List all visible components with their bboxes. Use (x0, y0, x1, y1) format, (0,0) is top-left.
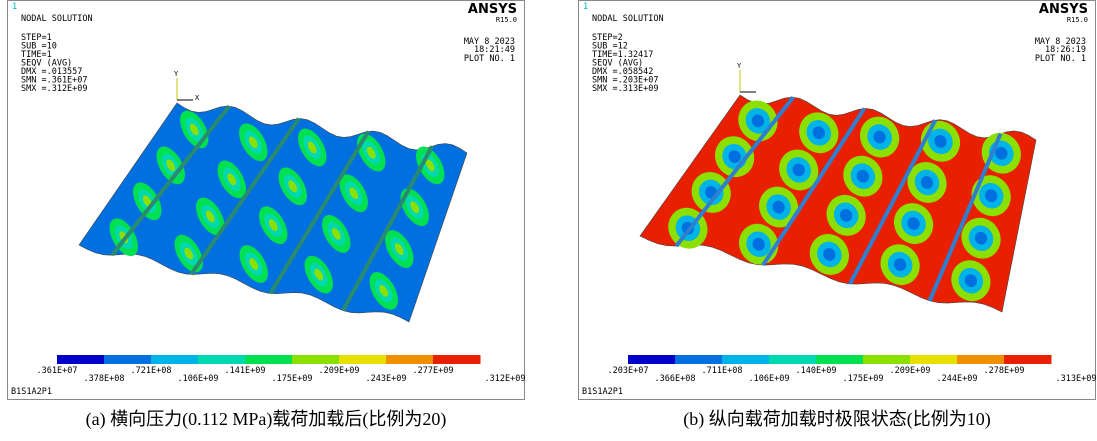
legend-label: .277E+09 (413, 366, 454, 376)
legend-swatch (433, 355, 481, 364)
legend-label: .361E+07 (37, 366, 78, 376)
plot-number: PLOT NO. 1 (1035, 54, 1086, 64)
legend-swatch (386, 355, 434, 364)
legend-swatch (722, 355, 770, 364)
legend-label: .175E+09 (272, 374, 313, 384)
legend-label: .209E+09 (890, 366, 931, 376)
legend-swatch (292, 355, 340, 364)
window-index: 1 (583, 2, 588, 12)
legend-label: .140E+09 (796, 366, 837, 376)
legend-swatch (675, 355, 723, 364)
legend-label: .243E+09 (366, 374, 407, 384)
version: R15.0 (1067, 16, 1088, 24)
legend-swatch (628, 355, 676, 364)
legend-label: .378E+08 (84, 374, 125, 384)
legend-swatch (57, 355, 105, 364)
legend-label: .106E+09 (749, 374, 790, 384)
info-line: SMX =.313E+09 (592, 84, 659, 94)
legend-label: .175E+09 (843, 374, 884, 384)
plot-title: NODAL SOLUTION (592, 14, 664, 24)
legend-swatch (104, 355, 152, 364)
legend-label: .366E+08 (655, 374, 696, 384)
footer: B1S1A2P1 (582, 387, 623, 397)
figure: 1NODAL SOLUTIONSTEP=1SUB =10TIME=1SEQV (… (0, 0, 1097, 436)
brand: ANSYS (1039, 2, 1088, 17)
legend-label: .203E+07 (608, 366, 649, 376)
legend-label: .313E+09 (1056, 374, 1097, 384)
window-index: 1 (12, 2, 17, 12)
legend-label: .312E+09 (485, 374, 526, 384)
footer: B1S1A2P1 (11, 387, 52, 397)
legend-swatch (245, 355, 293, 364)
caption: (a) 横向压力(0.112 MPa)载荷加载后(比例为20) (86, 409, 447, 430)
brand: ANSYS (468, 2, 517, 17)
version: R15.0 (496, 16, 517, 24)
legend-label: .711E+08 (702, 366, 743, 376)
legend-swatch (863, 355, 911, 364)
legend-swatch (910, 355, 958, 364)
legend-swatch (151, 355, 199, 364)
legend-swatch (957, 355, 1005, 364)
legend-label: .141E+09 (225, 366, 266, 376)
legend-label: .278E+09 (984, 366, 1025, 376)
legend-swatch (339, 355, 387, 364)
caption: (b) 纵向载荷加载时极限状态(比例为10) (683, 409, 990, 430)
legend-label: .244E+09 (937, 374, 978, 384)
legend-label: .106E+09 (178, 374, 219, 384)
legend-swatch (816, 355, 864, 364)
info-line: SMX =.312E+09 (21, 84, 88, 94)
plot-number: PLOT NO. 1 (464, 54, 515, 64)
legend-swatch (1004, 355, 1052, 364)
legend-label: .721E+08 (131, 366, 172, 376)
legend-swatch (769, 355, 817, 364)
plot-title: NODAL SOLUTION (21, 14, 93, 24)
legend-swatch (198, 355, 246, 364)
legend-label: .209E+09 (319, 366, 360, 376)
